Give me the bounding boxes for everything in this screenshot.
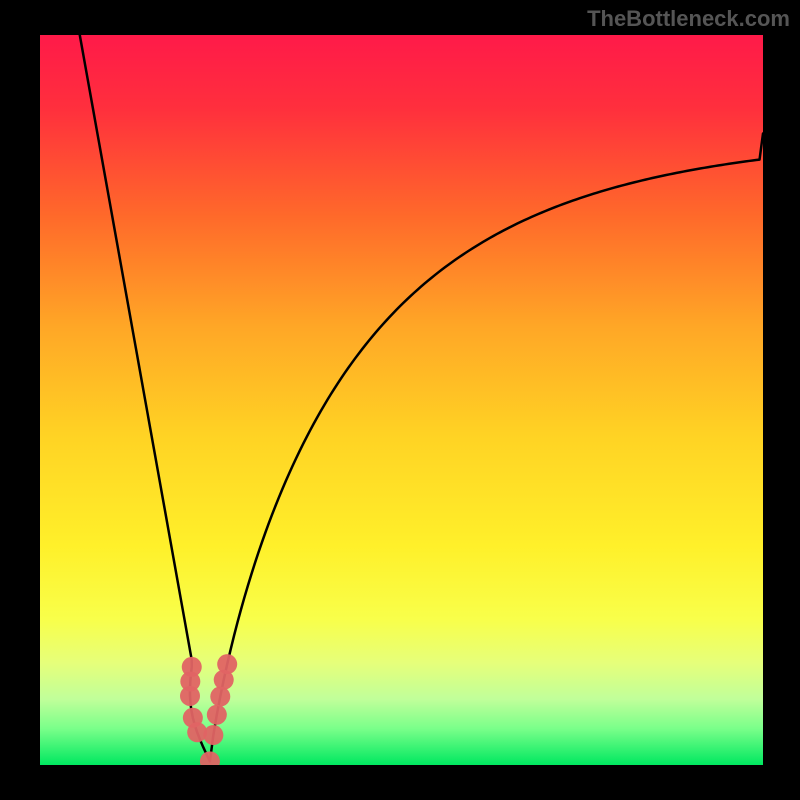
- valley-marker: [200, 751, 220, 765]
- bottleneck-curve-path: [80, 35, 763, 761]
- valley-marker: [207, 705, 227, 725]
- valley-marker: [214, 670, 234, 690]
- chart-stage: TheBottleneck.com: [0, 0, 800, 800]
- valley-marker: [210, 687, 230, 707]
- valley-markers: [180, 654, 237, 765]
- watermark-text: TheBottleneck.com: [587, 6, 790, 32]
- valley-marker: [203, 725, 223, 745]
- valley-marker: [180, 686, 200, 706]
- plot-area: [40, 35, 763, 765]
- bottleneck-curve: [40, 35, 763, 765]
